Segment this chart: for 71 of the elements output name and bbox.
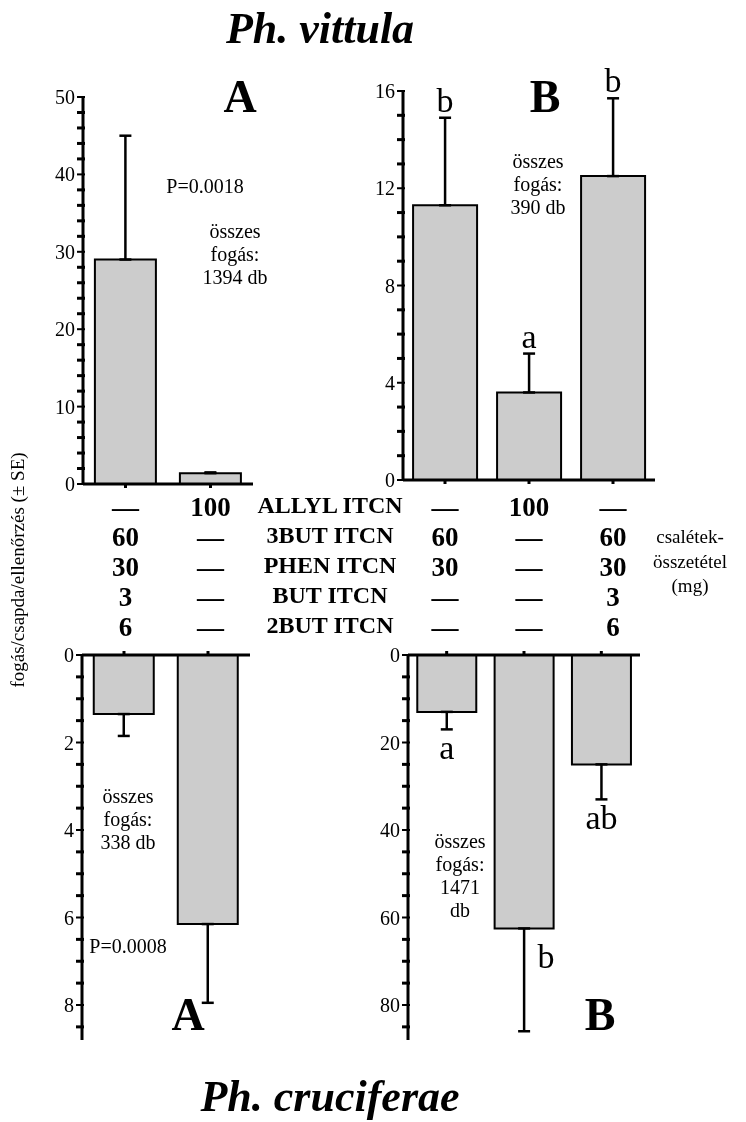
text: — — [112, 492, 139, 522]
category-label: BUT ITCN — [272, 582, 388, 608]
text: 3 — [118, 582, 133, 612]
y-tick-label: 80 — [380, 994, 400, 1016]
y-axis-title: fogás/csapda/ellenőrzés (± SE) — [7, 452, 29, 688]
text: 30 — [599, 552, 627, 582]
data-label: a — [439, 729, 455, 767]
text: 6 — [118, 612, 133, 642]
panel-note: Ph. vittula — [225, 4, 415, 55]
y-tick-label: 0 — [65, 473, 75, 495]
text: 6 — [606, 612, 620, 642]
category-label: 3BUT ITCN — [266, 522, 394, 548]
text: — — [515, 552, 543, 582]
data-label: b — [436, 81, 454, 119]
y-tick-label: 8 — [64, 994, 74, 1016]
panel-note: P=0.0018 — [166, 175, 244, 198]
category-label: PHEN ITCN — [263, 552, 397, 578]
chart-title: A — [223, 71, 257, 122]
category-label: ALLYL ITCN — [257, 492, 403, 518]
y-tick-label: 0 — [385, 469, 395, 491]
text: — — [431, 612, 459, 642]
y-tick-label: 8 — [385, 274, 395, 297]
y-tick-label: 4 — [385, 371, 395, 394]
text: — — [197, 522, 224, 552]
text: A — [171, 989, 205, 1040]
text: — — [431, 582, 459, 612]
y-tick-label: 40 — [380, 819, 400, 841]
y-tick-label: 12 — [375, 177, 395, 200]
y-tick-label: 6 — [64, 906, 74, 929]
panel-note: P=0.0008 — [89, 935, 167, 958]
text: — — [515, 612, 543, 642]
text: — — [599, 492, 627, 522]
category-label: 2BUT ITCN — [266, 612, 394, 638]
y-tick-label: 60 — [380, 906, 400, 929]
y-tick-label: 20 — [55, 318, 75, 341]
text: 30 — [112, 552, 139, 582]
text: — — [515, 582, 543, 612]
y-tick-label: 0 — [64, 644, 74, 666]
y-tick-label: 40 — [55, 163, 75, 186]
y-tick-label: 20 — [380, 731, 400, 754]
y-tick-label: 50 — [55, 86, 75, 108]
y-tick-label: 4 — [64, 819, 74, 841]
text: 3 — [606, 582, 620, 612]
text: 60 — [431, 522, 459, 552]
text: — — [197, 612, 224, 642]
text: 30 — [431, 552, 459, 582]
panel-note: összes fogás: 390 db — [510, 150, 566, 219]
text: 100 — [508, 492, 550, 522]
panel-note: Ph. cruciferae — [200, 1072, 460, 1122]
text: — — [197, 582, 224, 612]
y-tick-label: 30 — [55, 240, 75, 263]
text: — — [515, 522, 543, 552]
y-tick-label: 10 — [55, 395, 75, 418]
text: — — [197, 552, 224, 582]
data-label: b — [537, 938, 555, 976]
panel-note: összes fogás: 1394 db — [202, 220, 268, 289]
y-tick-label: 0 — [390, 644, 400, 666]
text: — — [431, 492, 459, 522]
text: B — [584, 989, 616, 1040]
text: 100 — [190, 492, 231, 522]
panel-note: összes fogás: 1471 db — [434, 830, 486, 922]
text: csalétek- összetétel (mg) — [653, 525, 727, 599]
y-tick-label: 16 — [375, 80, 395, 102]
data-label: ab — [585, 799, 618, 837]
panel-note: összes fogás: 338 db — [100, 785, 156, 854]
chart-title: B — [529, 71, 561, 122]
text: 60 — [599, 522, 627, 552]
y-tick-label: 2 — [64, 731, 74, 754]
data-label: a — [521, 317, 537, 355]
data-label: b — [604, 62, 622, 100]
text: 60 — [112, 522, 139, 552]
